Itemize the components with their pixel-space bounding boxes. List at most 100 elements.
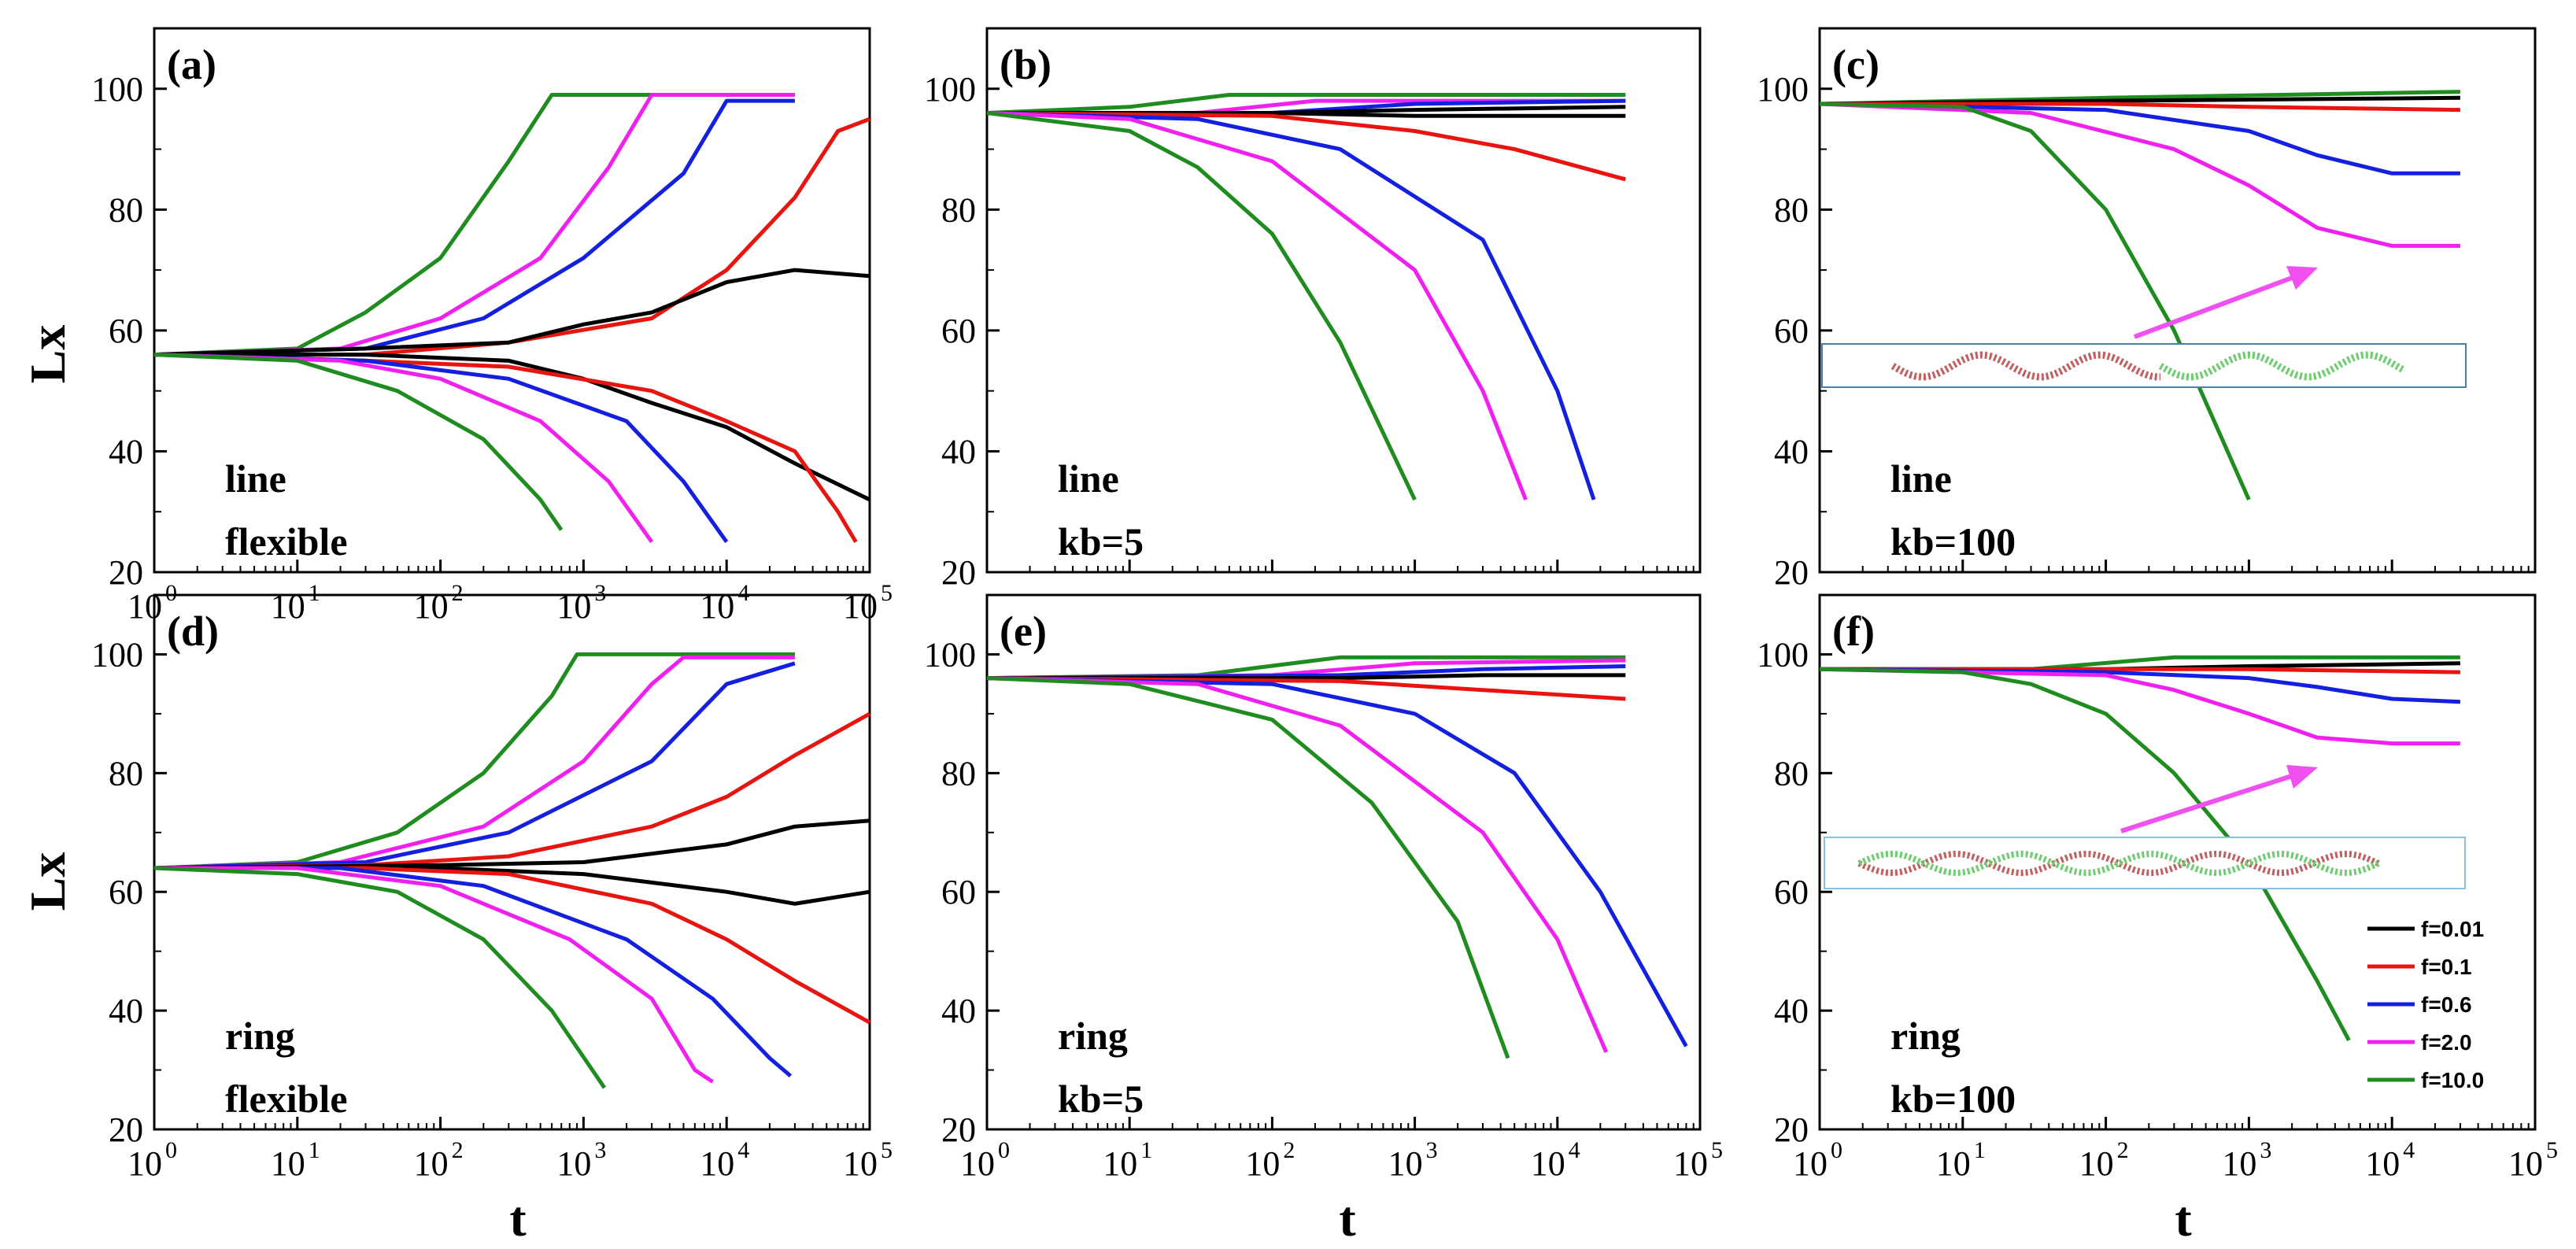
x-tick-exponent: 1 — [1140, 1137, 1152, 1163]
x-tick-label: 10 — [414, 587, 449, 626]
x-tick-label: 10 — [414, 1144, 449, 1183]
legend: f=0.01 f=0.1 f=0.6 f=2.0 f=10.0 — [2367, 917, 2484, 1092]
plot-frame — [1818, 593, 2537, 1131]
legend-label: f=0.01 — [2421, 917, 2484, 941]
x-tick-label: 10 — [1531, 1144, 1565, 1183]
plot-frame — [1818, 27, 2537, 574]
series-line-f-0-6 — [986, 676, 1688, 1048]
series-line-f-10-0 — [153, 93, 795, 357]
inset-c-chain-red — [1890, 351, 2161, 381]
series-line-f-0-6 — [153, 353, 729, 544]
y-tick-label: 60 — [1774, 312, 1809, 350]
series-line-f-10-0 — [1819, 102, 2251, 501]
plot-frame — [985, 593, 1702, 1131]
panel-note-line: flexible — [225, 1077, 348, 1121]
legend-label: f=2.0 — [2421, 1030, 2472, 1055]
x-tick-label: 10 — [2508, 1144, 2543, 1183]
panel-note-line: line — [1058, 456, 1119, 501]
y-tick-label: 20 — [941, 1110, 976, 1149]
panel-tag: (f) — [1832, 608, 1875, 655]
x-tick-label: 10 — [843, 587, 878, 626]
panel-tag: (b) — [1000, 41, 1051, 88]
x-tick-exponent: 0 — [998, 1137, 1010, 1163]
inset-f-chain-green — [1857, 850, 2380, 877]
y-tick-label: 60 — [109, 873, 143, 911]
series-line-f-10-0 — [153, 866, 607, 1089]
inset-c-chain-green — [2158, 351, 2405, 381]
y-tick-label: 40 — [941, 432, 976, 471]
x-tick-exponent: 1 — [309, 1137, 320, 1163]
inset-panel-c — [1821, 266, 2467, 388]
panel-tag: (c) — [1832, 41, 1879, 88]
panel-note-line: ring — [1890, 1014, 1961, 1058]
series-line-f-2-0 — [1819, 667, 2460, 746]
x-tick-label: 10 — [843, 1144, 878, 1183]
y-tick-label: 20 — [1774, 553, 1809, 592]
y-tick-label: 20 — [1774, 1110, 1809, 1149]
panel-note-line: kb=5 — [1058, 1077, 1144, 1121]
series-line-f-2-0 — [153, 353, 654, 544]
x-tick-label: 10 — [1936, 1144, 1971, 1183]
x-axis-title-right: t — [2175, 1191, 2192, 1247]
x-tick-label: 10 — [700, 587, 734, 626]
y-tick-label: 20 — [941, 553, 976, 592]
x-tick-exponent: 5 — [2546, 1137, 2558, 1163]
y-tick-label: 100 — [91, 70, 143, 109]
plot-frame — [153, 27, 871, 574]
y-tick-label: 40 — [1774, 432, 1809, 471]
legend-label: f=0.1 — [2421, 955, 2472, 979]
x-tick-label: 10 — [1673, 1144, 1708, 1183]
series-line-f-2-0 — [986, 676, 1609, 1053]
series-line-f-0-01 — [153, 819, 870, 870]
series-line-f-0-1 — [986, 676, 1626, 701]
panel-note-line: line — [1890, 456, 1952, 501]
y-tick-label: 40 — [1774, 992, 1809, 1030]
y-tick-label: 40 — [109, 992, 143, 1030]
panel-note-line: kb=5 — [1058, 519, 1144, 564]
y-tick-label: 40 — [941, 992, 976, 1030]
y-tick-label: 60 — [941, 312, 976, 350]
panel-b: 20 40 60 80 100 (b) line kb=5 — [924, 27, 1702, 592]
y-axis-title-bottom: Lx — [20, 852, 76, 911]
x-tick-exponent: 3 — [2260, 1137, 2271, 1163]
x-tick-exponent: 0 — [165, 1137, 177, 1163]
series-line-f-0-1 — [986, 111, 1626, 182]
panel-note-line: kb=100 — [1890, 519, 2016, 564]
panel-note-line: line — [225, 456, 286, 501]
x-tick-exponent: 3 — [594, 1137, 606, 1163]
x-tick-exponent: 3 — [1426, 1137, 1438, 1163]
x-tick-exponent: 0 — [1831, 1137, 1842, 1163]
x-tick-exponent: 1 — [1974, 1137, 1986, 1163]
panel-note-line: kb=100 — [1890, 1077, 2016, 1121]
series-line-f-0-1 — [1820, 102, 2460, 113]
plot-frame — [153, 593, 871, 1131]
x-tick-exponent: 5 — [1711, 1137, 1723, 1163]
x-tick-exponent: 5 — [881, 580, 893, 606]
series-line-f-2-0 — [153, 93, 795, 357]
y-tick-label: 20 — [109, 1110, 143, 1149]
y-tick-label: 80 — [109, 754, 143, 793]
y-tick-label: 100 — [1757, 635, 1809, 674]
x-axis-title-middle: t — [1339, 1191, 1356, 1247]
x-tick-exponent: 5 — [881, 1137, 893, 1163]
panel-tag: (a) — [167, 41, 216, 88]
series-line-f-0-6 — [153, 661, 796, 870]
series-line-f-10-0 — [986, 93, 1626, 115]
x-tick-exponent: 2 — [2117, 1137, 2129, 1163]
x-tick-exponent: 2 — [452, 1137, 464, 1163]
x-tick-label: 10 — [960, 1144, 995, 1183]
x-tick-label: 10 — [2079, 1144, 2114, 1183]
y-tick-label: 40 — [109, 432, 143, 471]
y-tick-label: 100 — [924, 70, 976, 109]
x-tick-label: 10 — [2365, 1144, 2400, 1183]
inset-f-arrow-line — [2120, 773, 2295, 833]
y-tick-label: 80 — [109, 190, 143, 229]
series-line-f-2-0 — [986, 111, 1528, 501]
series-line-f-0-1 — [153, 711, 871, 870]
series-line-f-0-6 — [154, 866, 793, 1078]
x-tick-label: 10 — [271, 587, 305, 626]
